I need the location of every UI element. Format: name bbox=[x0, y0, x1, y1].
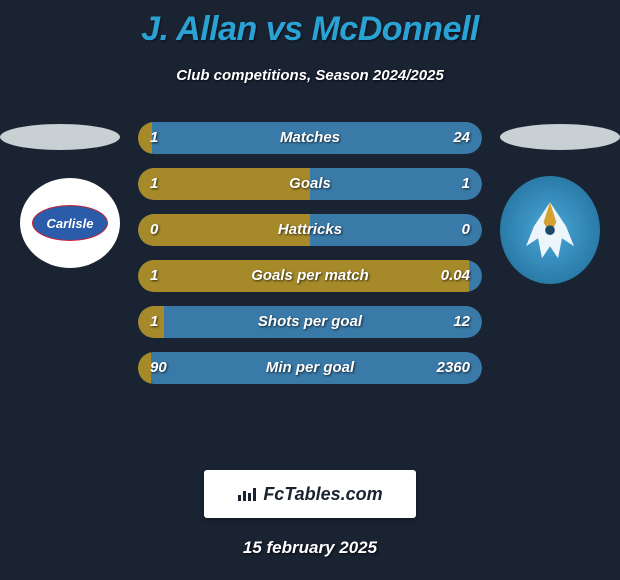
player-right-disc bbox=[500, 124, 620, 150]
stat-value-right: 1 bbox=[462, 168, 470, 200]
stat-value-left: 1 bbox=[150, 168, 158, 200]
stat-row: Goals1 1 bbox=[138, 168, 482, 200]
stat-value-left: 0 bbox=[150, 214, 158, 246]
stat-row: Matches1 24 bbox=[138, 122, 482, 154]
eagle-icon bbox=[510, 187, 590, 273]
date-text: 15 february 2025 bbox=[0, 538, 620, 558]
stat-value-right: 12 bbox=[453, 306, 470, 338]
stat-label: Hattricks bbox=[138, 214, 482, 246]
stat-value-right: 0.04 bbox=[441, 260, 470, 292]
page-title: J. Allan vs McDonnell bbox=[0, 0, 620, 49]
stat-value-left: 90 bbox=[150, 352, 167, 384]
stat-row: Goals per match1 0.04 bbox=[138, 260, 482, 292]
stat-label: Min per goal bbox=[138, 352, 482, 384]
player-left-disc bbox=[0, 124, 120, 150]
stat-row: Shots per goal1 12 bbox=[138, 306, 482, 338]
stat-value-right: 0 bbox=[462, 214, 470, 246]
stats-bars: Matches124Goals11Hattricks00Goals per ma… bbox=[138, 122, 482, 398]
brand-badge[interactable]: FcTables.com bbox=[204, 470, 416, 518]
stat-value-left: 1 bbox=[150, 260, 158, 292]
club-crest-right bbox=[500, 176, 600, 284]
stat-label: Matches bbox=[138, 122, 482, 154]
subtitle: Club competitions, Season 2024/2025 bbox=[0, 67, 620, 84]
stat-value-right: 2360 bbox=[437, 352, 470, 384]
brand-text: FcTables.com bbox=[263, 484, 382, 505]
stat-row: Min per goal90 2360 bbox=[138, 352, 482, 384]
bars-icon bbox=[237, 486, 259, 502]
stat-label: Goals per match bbox=[138, 260, 482, 292]
stat-row: Hattricks0 0 bbox=[138, 214, 482, 246]
club-crest-left-label: Carlisle bbox=[32, 205, 108, 241]
stat-value-left: 1 bbox=[150, 306, 158, 338]
stat-value-left: 1 bbox=[150, 122, 158, 154]
stat-label: Shots per goal bbox=[138, 306, 482, 338]
club-crest-left: Carlisle bbox=[20, 178, 120, 268]
stat-value-right: 24 bbox=[453, 122, 470, 154]
stat-label: Goals bbox=[138, 168, 482, 200]
